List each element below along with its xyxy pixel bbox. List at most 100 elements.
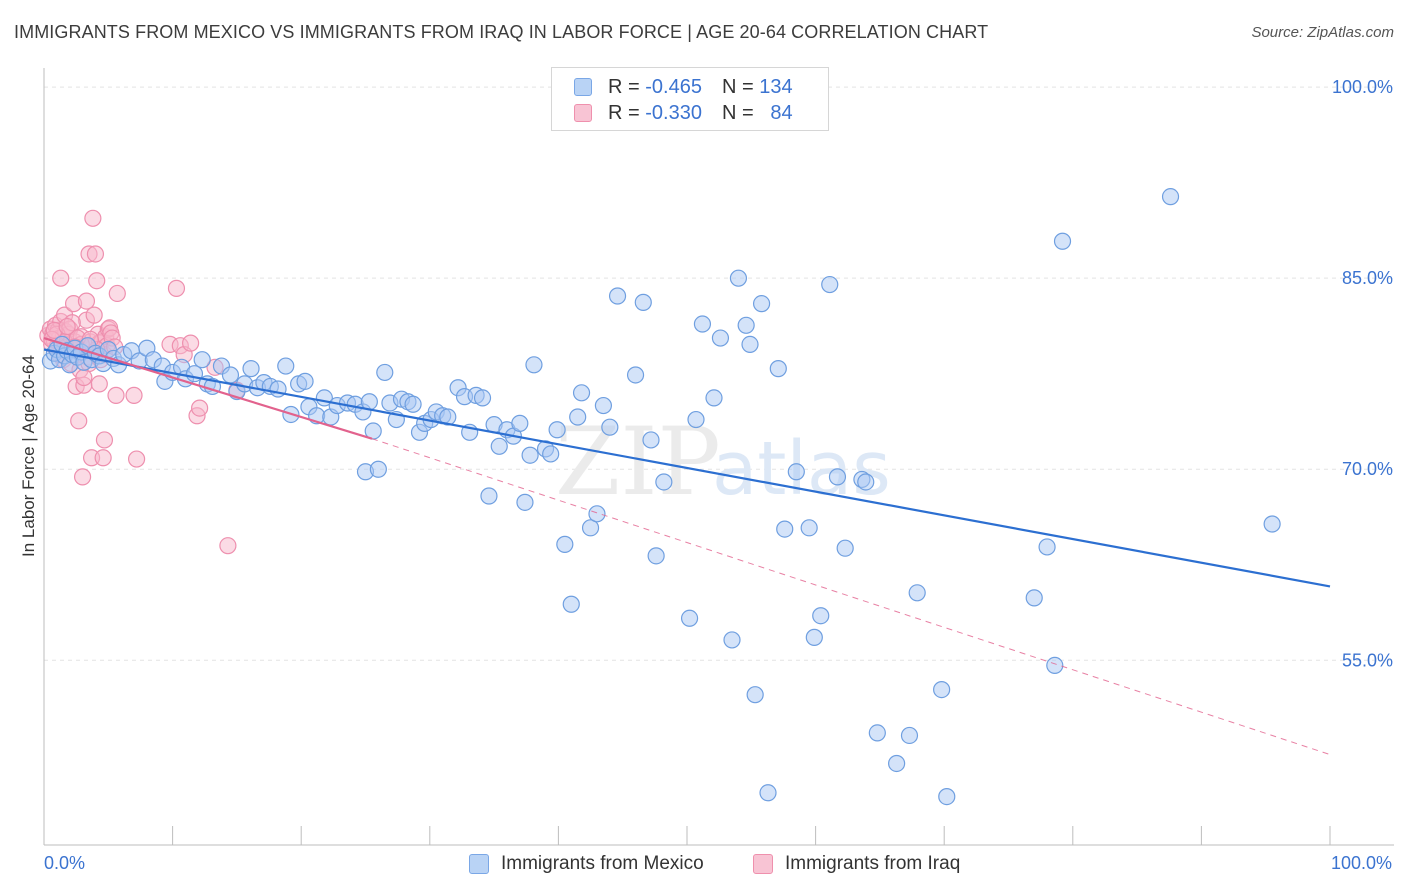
- mexico-point: [888, 754, 906, 773]
- iraq-point: [90, 375, 108, 393]
- mexico-point: [525, 356, 543, 374]
- mexico-point: [601, 418, 619, 436]
- mexico-point: [480, 487, 498, 505]
- mexico-point: [369, 460, 387, 478]
- bottom-legend-mexico: Immigrants from Mexico: [469, 851, 704, 877]
- legend-swatch-mexico: [574, 78, 592, 96]
- mexico-point: [787, 463, 805, 481]
- mexico-point: [608, 287, 627, 305]
- iraq-point: [85, 306, 103, 324]
- mexico-point: [821, 275, 839, 294]
- legend-n-label: N =: [721, 75, 754, 98]
- iraq-point: [108, 284, 126, 303]
- mexico-point: [521, 446, 539, 464]
- y-tick-label: 100.0%: [1332, 77, 1393, 97]
- mexico-point: [711, 329, 730, 347]
- mexico-point: [642, 431, 660, 449]
- trend-lines: [43, 336, 1331, 756]
- mexico-point: [805, 628, 823, 646]
- legend-r-label: R =: [608, 75, 640, 98]
- legend-row-iraq: R = -0.330 N = 84: [574, 101, 793, 125]
- iraq-point: [75, 368, 93, 387]
- mexico-point: [296, 372, 314, 390]
- mexico-point: [1053, 232, 1072, 250]
- mexico-point: [647, 547, 665, 565]
- mexico-point: [277, 357, 295, 375]
- mexico-point: [588, 505, 606, 523]
- mexico-point: [752, 295, 771, 313]
- legend-swatch-iraq: [574, 104, 592, 122]
- mexico-point: [193, 351, 211, 369]
- bottom-legend-swatch-iraq: [753, 854, 773, 874]
- mexico-point: [634, 293, 652, 311]
- mexico-point: [1263, 515, 1281, 533]
- iraq-point: [125, 386, 143, 404]
- mexico-point: [511, 414, 529, 432]
- y-tick-label: 55.0%: [1342, 650, 1393, 670]
- iraq-point: [167, 279, 186, 297]
- mexico-point: [473, 389, 492, 407]
- bottom-legend-label-mexico: Immigrants from Mexico: [501, 853, 704, 874]
- iraq-point: [182, 334, 200, 352]
- mexico-point: [1161, 188, 1180, 206]
- legend-r-label: R =: [608, 101, 640, 124]
- y-tick-label: 85.0%: [1342, 268, 1393, 288]
- y-tick-labels: 100.0% 85.0% 70.0% 55.0%: [1332, 77, 1393, 670]
- mexico-point: [938, 787, 956, 806]
- iraq-point: [107, 386, 125, 404]
- mexico-point: [556, 535, 574, 553]
- mexico-point: [516, 493, 534, 511]
- correlation-legend: R = -0.465 N = 134 R = -0.330 N = 84: [551, 67, 829, 131]
- x-tick-label-max: 100.0%: [1331, 853, 1392, 873]
- mexico-point: [221, 366, 240, 384]
- iraq-point: [95, 431, 114, 449]
- y-tick-label: 70.0%: [1342, 459, 1393, 479]
- iraq-point: [70, 412, 88, 430]
- iraq-point: [73, 468, 92, 486]
- mexico-point: [759, 784, 777, 802]
- mexico-point: [548, 421, 566, 439]
- mexico-point: [741, 335, 759, 354]
- x-tick-label-min: 0.0%: [44, 853, 85, 873]
- mexico-point: [687, 410, 705, 429]
- bottom-legend-label-iraq: Immigrants from Iraq: [785, 853, 961, 874]
- mexico-point: [655, 473, 673, 491]
- x-tick-marks: [43, 826, 1331, 845]
- legend-r-value: -0.465: [645, 75, 702, 98]
- iraq-point: [219, 537, 237, 555]
- iraq-point: [84, 209, 102, 227]
- mexico-point: [594, 396, 613, 415]
- mexico-point: [376, 363, 394, 382]
- mexico-point: [1046, 656, 1064, 674]
- iraq-point: [77, 292, 96, 310]
- mexico-point: [800, 519, 818, 537]
- mexico-point: [542, 445, 560, 463]
- legend-n-value: 134: [759, 75, 793, 98]
- chart-title: IMMIGRANTS FROM MEXICO VS IMMIGRANTS FRO…: [14, 22, 989, 42]
- mexico-point: [242, 360, 260, 378]
- mexico-point: [933, 680, 951, 699]
- chart-source: Source: ZipAtlas.com: [1251, 24, 1394, 41]
- iraq-point: [58, 317, 76, 336]
- mexico-point: [776, 520, 794, 538]
- legend-r-value: -0.330: [645, 101, 702, 124]
- mexico-point: [1025, 589, 1043, 607]
- legend-n-label: N =: [721, 101, 754, 124]
- legend-n-value: 84: [770, 101, 793, 124]
- iraq-point: [52, 269, 70, 287]
- y-axis-title: In Labor Force | Age 20-64: [19, 355, 38, 557]
- mexico-point: [900, 726, 919, 745]
- mexico-point: [680, 609, 699, 627]
- bottom-legend-swatch-mexico: [469, 854, 489, 874]
- mexico-point: [693, 315, 712, 333]
- mexico-point: [562, 595, 580, 613]
- mexico-point: [868, 724, 886, 742]
- watermark: ZIP atlas: [555, 408, 891, 517]
- mexico-point: [404, 395, 422, 413]
- mexico-point: [812, 607, 830, 625]
- mexico-point: [729, 269, 748, 287]
- mexico-point: [746, 686, 764, 704]
- iraq-trend-extension: [371, 438, 1331, 756]
- mexico-point: [705, 389, 723, 407]
